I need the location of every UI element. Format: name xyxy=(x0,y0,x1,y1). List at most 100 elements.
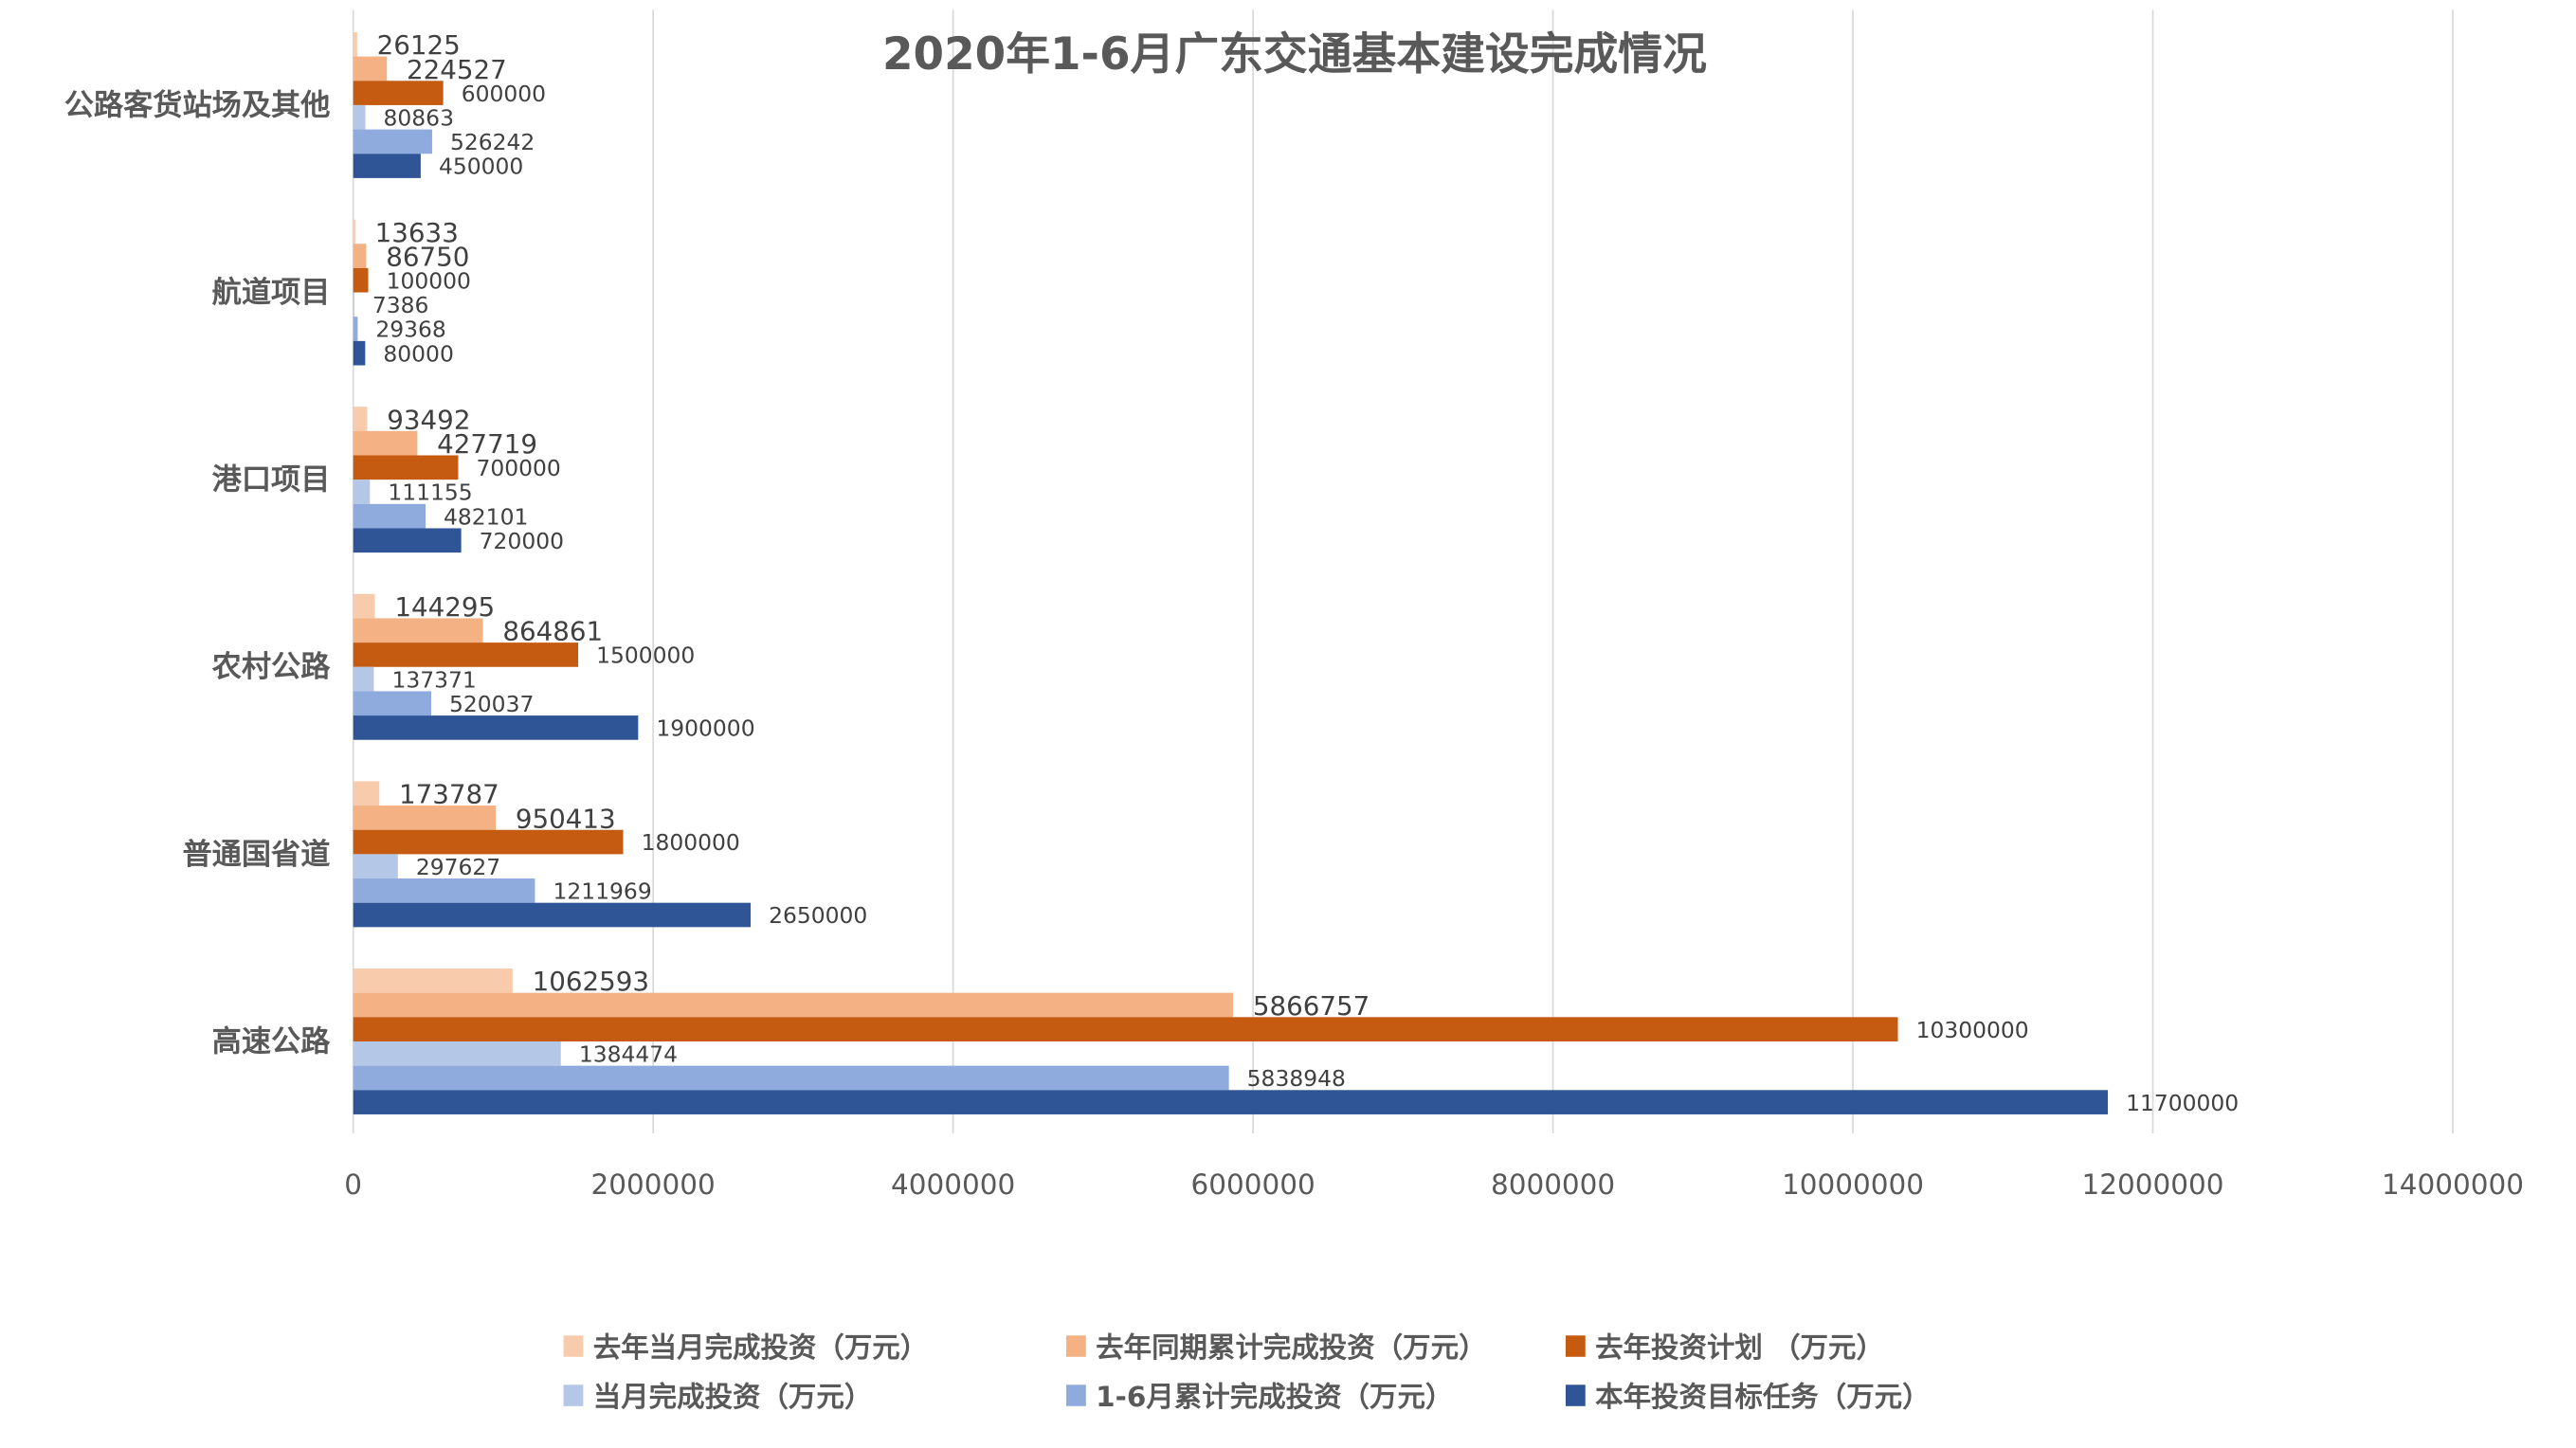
bar xyxy=(353,829,624,855)
x-tick-label: 2000000 xyxy=(591,1168,716,1201)
bar xyxy=(353,618,483,643)
data-label: 100000 xyxy=(387,267,471,294)
data-label: 1500000 xyxy=(596,643,695,669)
data-label: 600000 xyxy=(462,81,546,107)
bar xyxy=(353,1065,1229,1091)
legend-swatch xyxy=(563,1385,584,1406)
data-label: 80000 xyxy=(383,340,453,367)
bar xyxy=(353,244,367,268)
legend-swatch xyxy=(1065,1335,1086,1357)
data-label: 1062593 xyxy=(533,966,649,997)
bar xyxy=(353,878,535,903)
bar xyxy=(353,781,380,806)
bar xyxy=(353,430,418,456)
category-label: 普通国省道 xyxy=(182,838,330,872)
bar xyxy=(353,129,432,154)
data-label: 297627 xyxy=(416,854,500,880)
data-label: 700000 xyxy=(477,455,561,481)
data-label: 13633 xyxy=(375,217,459,248)
data-label: 224527 xyxy=(407,54,507,85)
data-label: 173787 xyxy=(399,779,499,810)
data-label: 526242 xyxy=(450,129,535,155)
bar xyxy=(353,480,371,504)
bar xyxy=(353,455,459,480)
category-label: 农村公路 xyxy=(212,650,332,684)
bar xyxy=(353,56,388,81)
category-label: 港口项目 xyxy=(212,463,331,498)
bar xyxy=(353,1090,2109,1114)
bar xyxy=(353,219,355,244)
category-label: 公路客货站场及其他 xyxy=(64,88,331,122)
data-label: 86750 xyxy=(386,241,469,272)
x-tick-label: 14000000 xyxy=(2382,1168,2524,1201)
category-label: 高速公路 xyxy=(212,1024,332,1059)
bar xyxy=(353,503,426,529)
category-label: 航道项目 xyxy=(212,276,331,310)
bar xyxy=(353,154,421,178)
bar xyxy=(353,715,639,740)
legend-label: 去年当月完成投资（万元） xyxy=(593,1331,928,1364)
bar xyxy=(353,902,752,928)
data-label: 427719 xyxy=(437,428,537,460)
data-label: 111155 xyxy=(388,480,472,506)
legend-swatch xyxy=(1565,1335,1586,1357)
data-label: 80863 xyxy=(384,104,454,131)
bar xyxy=(353,1017,1898,1041)
x-axis-ticks: 0 2000000 4000000 6000000 8000000 10000000 120… xyxy=(344,1168,2524,1201)
data-label: 2650000 xyxy=(769,902,867,929)
bar xyxy=(353,1041,561,1066)
data-label: 93492 xyxy=(387,404,470,435)
bar xyxy=(353,691,431,716)
bars xyxy=(353,31,2109,1114)
data-label: 1900000 xyxy=(656,715,754,742)
data-labels: 2612522452760000080863526242450000136338… xyxy=(372,29,2239,1116)
bar xyxy=(353,992,1234,1018)
data-label: 5866757 xyxy=(1253,990,1370,1022)
legend-swatch xyxy=(1065,1385,1086,1406)
data-label: 137371 xyxy=(391,666,476,693)
bar xyxy=(353,267,369,293)
data-label: 1800000 xyxy=(642,829,740,856)
legend-swatch xyxy=(1565,1385,1586,1406)
data-label: 5838948 xyxy=(1247,1065,1346,1092)
x-tick-label: 8000000 xyxy=(1491,1168,1615,1201)
data-label: 482101 xyxy=(444,503,528,530)
data-label: 520037 xyxy=(449,691,534,717)
data-label: 7386 xyxy=(372,292,429,318)
data-label: 144295 xyxy=(394,591,495,623)
data-label: 1384474 xyxy=(579,1041,678,1067)
bar xyxy=(353,31,357,57)
data-label: 450000 xyxy=(439,154,523,180)
chart-title: 2020年1-6月广东交通基本建设完成情况 xyxy=(882,29,1707,81)
data-label: 1211969 xyxy=(553,878,652,905)
bar xyxy=(353,104,366,130)
bar xyxy=(353,854,398,879)
x-tick-label: 10000000 xyxy=(1782,1168,1924,1201)
x-tick-label: 6000000 xyxy=(1191,1168,1315,1201)
legend-label: 去年投资计划 （万元） xyxy=(1595,1331,1884,1364)
bar xyxy=(353,805,497,830)
data-label: 26125 xyxy=(377,29,461,61)
legend-label: 当月完成投资（万元） xyxy=(593,1381,873,1413)
data-label: 10300000 xyxy=(1916,1017,2029,1043)
x-tick-label: 12000000 xyxy=(2082,1168,2224,1201)
data-label: 720000 xyxy=(480,528,564,554)
bar xyxy=(353,593,375,619)
legend-label: 1-6月累计完成投资（万元） xyxy=(1096,1381,1453,1413)
data-label: 11700000 xyxy=(2126,1090,2239,1116)
bar xyxy=(353,528,462,553)
bar xyxy=(353,340,366,366)
data-label: 864861 xyxy=(502,616,603,647)
gridlines xyxy=(352,9,2454,1134)
legend-swatch xyxy=(563,1335,584,1357)
data-label: 29368 xyxy=(375,317,445,343)
bar xyxy=(353,317,358,341)
legend: 去年当月完成投资（万元） 去年同期累计完成投资（万元） 去年投资计划 （万元） 当月完… xyxy=(563,1331,1931,1413)
data-label: 950413 xyxy=(516,803,616,834)
bar xyxy=(353,968,513,993)
bar xyxy=(353,643,579,667)
x-tick-label: 4000000 xyxy=(891,1168,1015,1201)
x-tick-label: 0 xyxy=(344,1168,362,1201)
